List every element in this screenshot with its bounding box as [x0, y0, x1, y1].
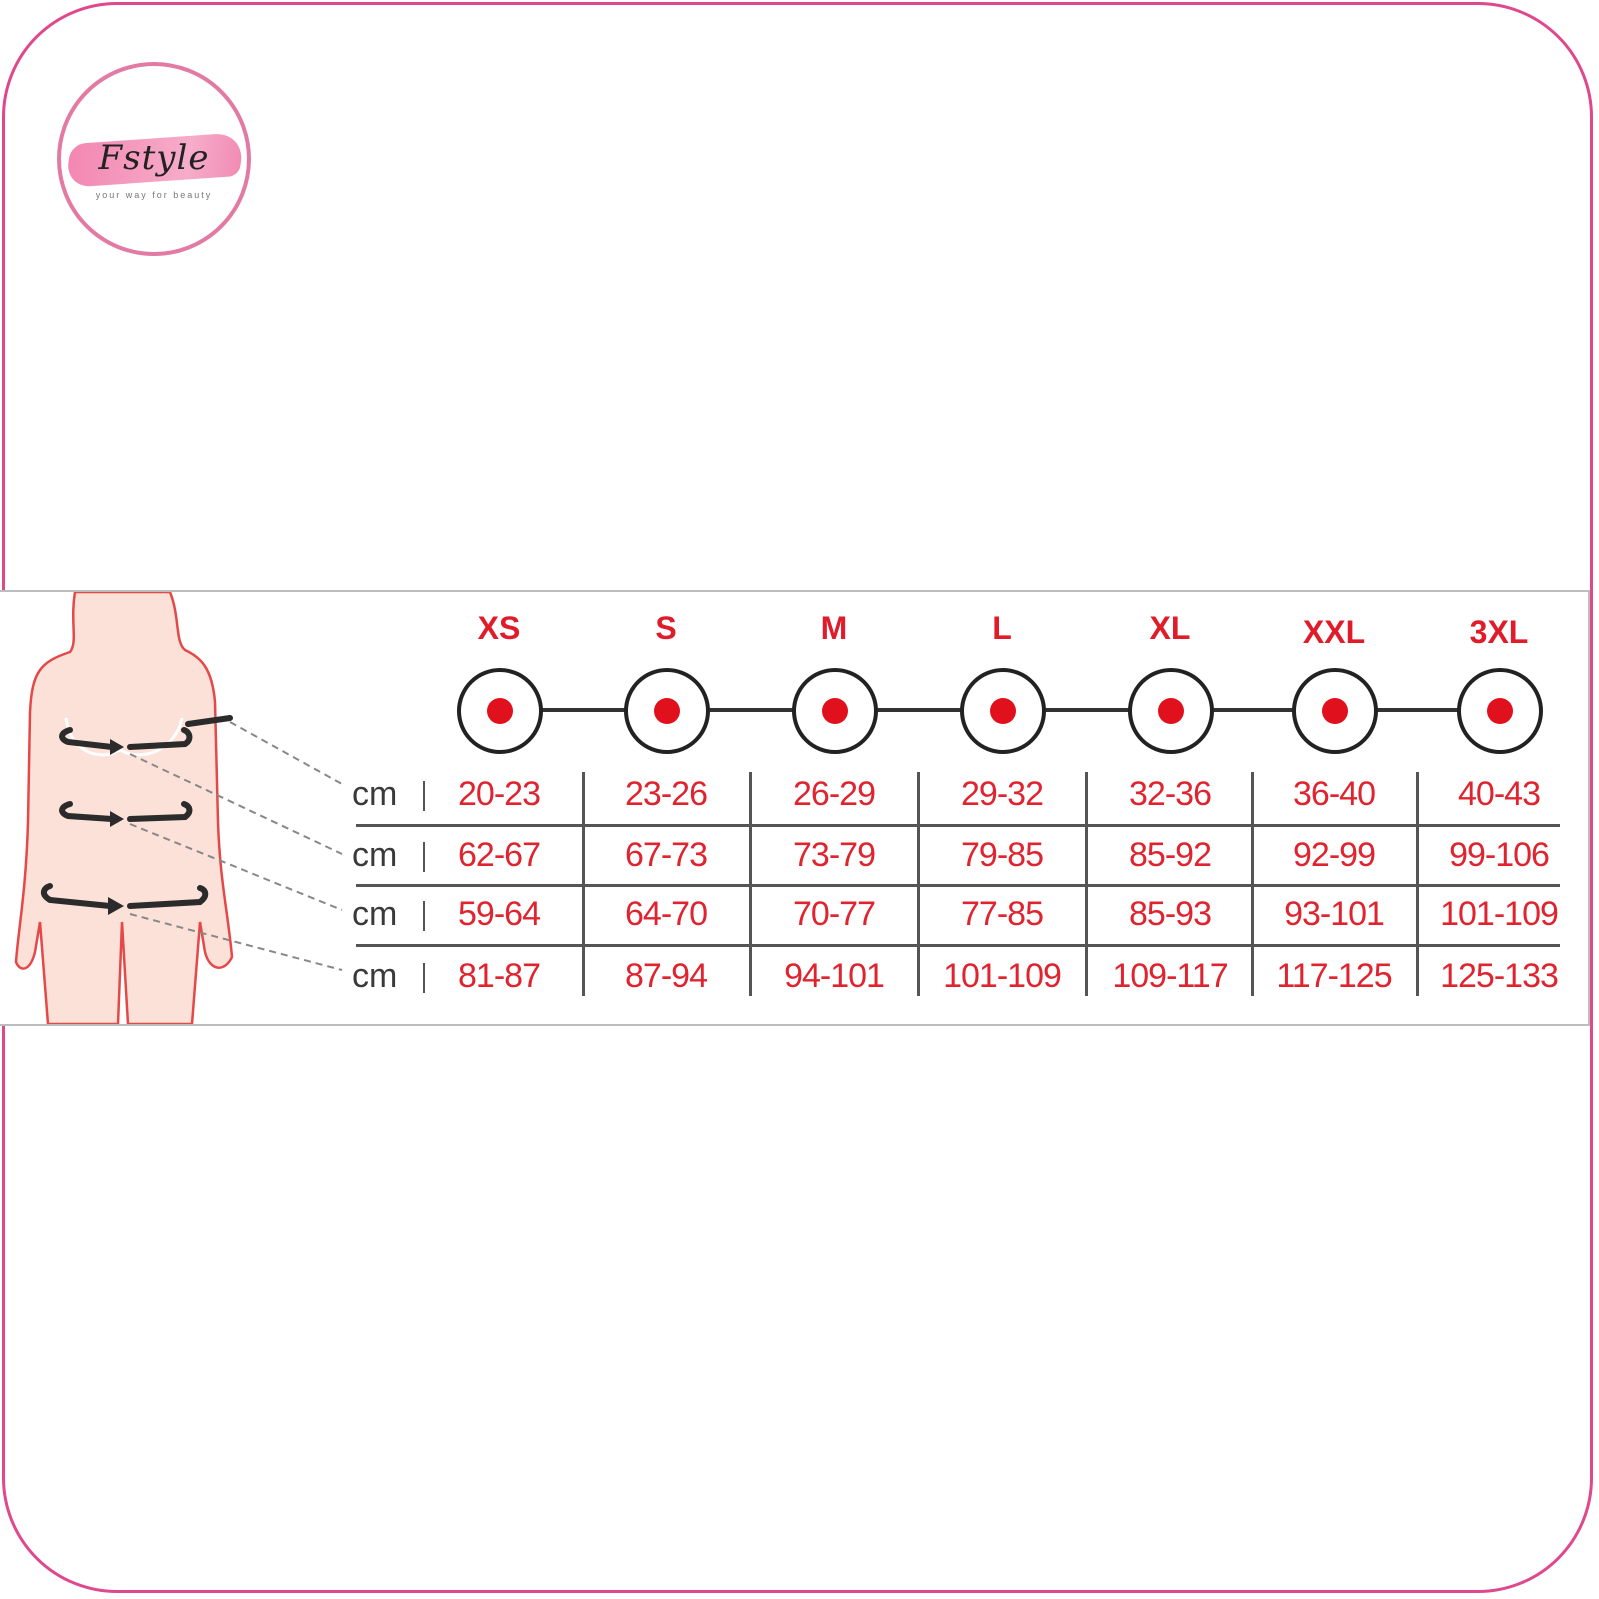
- size-label-l: L: [992, 610, 1012, 646]
- measurement-cell: 64-70: [625, 895, 708, 933]
- measurement-cell: 79-85: [961, 836, 1044, 874]
- size-marker-dot: [1158, 698, 1184, 724]
- logo-tagline: your way for beauty: [95, 190, 213, 200]
- size-chart-panel: [0, 590, 1590, 1026]
- size-label-m: M: [820, 610, 848, 646]
- size-marker-dot: [1487, 698, 1513, 724]
- measurement-cell: 67-73: [625, 836, 708, 874]
- size-marker-m: [792, 668, 878, 754]
- measurement-cell: 70-77: [793, 895, 876, 933]
- measurement-cell: 92-99: [1293, 836, 1376, 874]
- unit-label: cm: [352, 895, 398, 933]
- row-divider: [356, 944, 1560, 947]
- size-marker-3xl: [1457, 668, 1543, 754]
- row-divider: [356, 884, 1560, 887]
- size-connector-line: [834, 708, 1002, 712]
- size-marker-dot: [822, 698, 848, 724]
- measurement-cell: 87-94: [625, 957, 708, 995]
- size-connector-line: [499, 708, 666, 712]
- unit-label: cm: [352, 775, 398, 813]
- column-divider: [1085, 772, 1088, 996]
- size-label-xxl: XXL: [1302, 614, 1366, 650]
- size-marker-xxl: [1292, 668, 1378, 754]
- unit-separator: [423, 901, 425, 931]
- measurement-cell: 32-36: [1129, 775, 1212, 813]
- column-divider: [1251, 772, 1254, 996]
- size-label-xs: XS: [477, 610, 521, 646]
- measurement-cell: 93-101: [1284, 895, 1385, 933]
- measurement-cell: 101-109: [943, 957, 1062, 995]
- measurement-cell: 81-87: [458, 957, 541, 995]
- measurement-cell: 73-79: [793, 836, 876, 874]
- size-connector-line: [1170, 708, 1334, 712]
- measurement-cell: 23-26: [625, 775, 708, 813]
- size-marker-dot: [990, 698, 1016, 724]
- column-divider: [917, 772, 920, 996]
- measurement-cell: 77-85: [961, 895, 1044, 933]
- size-marker-s: [624, 668, 710, 754]
- measurement-cell: 59-64: [458, 895, 541, 933]
- unit-separator: [423, 781, 425, 811]
- size-marker-l: [960, 668, 1046, 754]
- measurement-cell: 62-67: [458, 836, 541, 874]
- measurement-cell: 99-106: [1449, 836, 1550, 874]
- row-divider: [356, 824, 1560, 827]
- size-marker-xs: [457, 668, 543, 754]
- body-measurement-figure-icon: [14, 592, 343, 1024]
- measurement-cell: 94-101: [784, 957, 885, 995]
- size-label-s: S: [655, 610, 677, 646]
- column-divider: [1415, 772, 1419, 996]
- measurement-cell: 40-43: [1458, 775, 1541, 813]
- measurement-cell: 26-29: [793, 775, 876, 813]
- measurement-cell: 36-40: [1293, 775, 1376, 813]
- measurement-cell: 101-109: [1440, 895, 1559, 933]
- size-marker-dot: [487, 698, 513, 724]
- size-marker-dot: [1322, 698, 1348, 724]
- column-divider: [581, 772, 585, 996]
- unit-label: cm: [352, 957, 398, 995]
- size-connector-line: [1334, 708, 1499, 712]
- size-connector-line: [666, 708, 834, 712]
- column-divider: [749, 772, 752, 996]
- unit-label: cm: [352, 836, 398, 874]
- size-marker-xl: [1128, 668, 1214, 754]
- unit-separator: [423, 842, 425, 872]
- measurement-cell: 20-23: [458, 775, 541, 813]
- size-label-xl: XL: [1149, 610, 1191, 646]
- size-label-3xl: 3XL: [1469, 614, 1529, 650]
- measurement-cell: 85-92: [1129, 836, 1212, 874]
- measurement-cell: 109-117: [1112, 957, 1228, 995]
- measurement-cell: 117-125: [1276, 957, 1392, 995]
- unit-separator: [423, 963, 425, 993]
- size-marker-dot: [654, 698, 680, 724]
- logo-brand-name: Fstyle: [98, 138, 210, 178]
- brand-logo: Fstyle your way for beauty: [57, 62, 251, 256]
- size-connector-line: [1002, 708, 1170, 712]
- measurement-cell: 125-133: [1440, 957, 1559, 995]
- measurement-cell: 29-32: [961, 775, 1044, 813]
- measurement-cell: 85-93: [1129, 895, 1212, 933]
